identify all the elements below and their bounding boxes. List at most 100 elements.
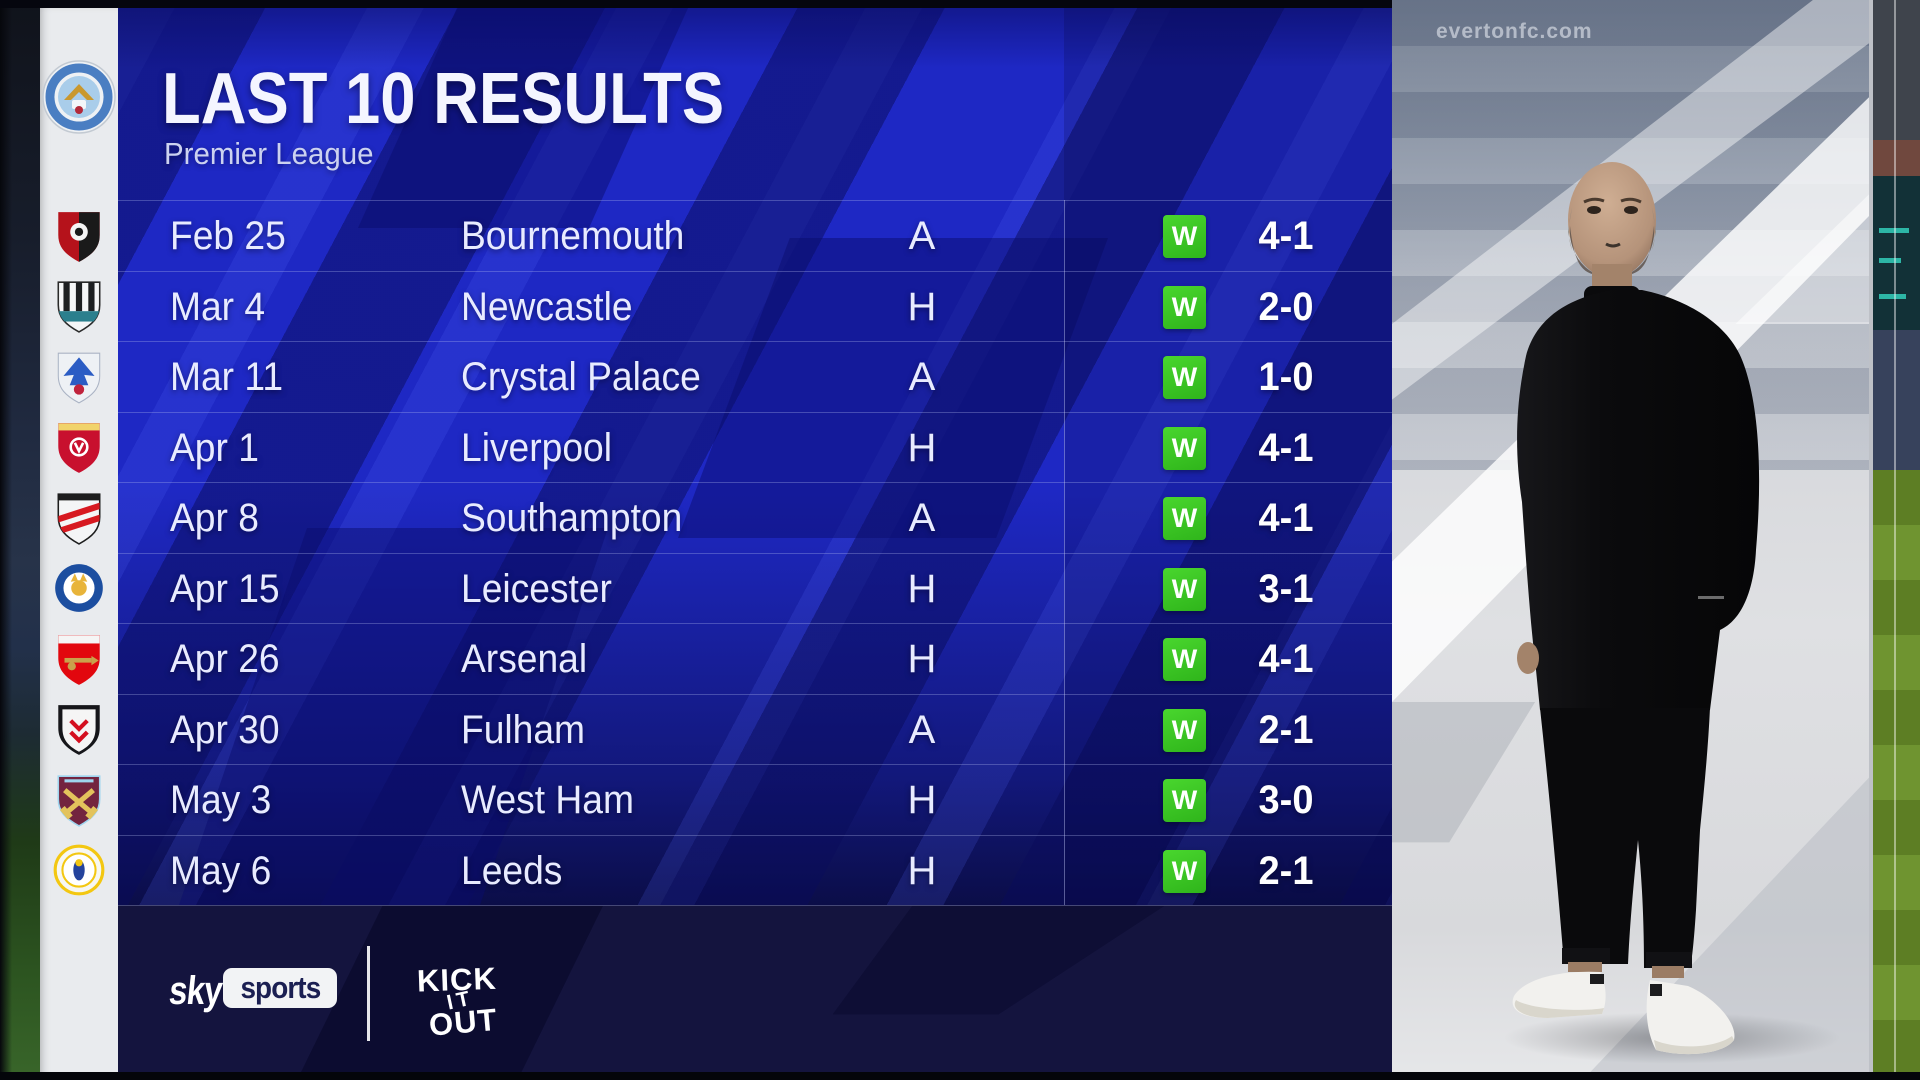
competition-subtitle: Premier League [164,136,374,171]
opponent-badge-fulham [50,700,108,758]
match-score: 1-0 [1258,355,1314,399]
badge-newcastle-icon [57,281,101,333]
win-badge: W [1163,215,1206,258]
head [1568,162,1656,278]
column-divider-line [1064,200,1065,905]
club-badge-rail [40,8,119,1080]
badge-west-ham-icon [57,774,101,827]
pitch-edge-line [1894,0,1896,1080]
win-badge: W [1163,426,1206,470]
opponent-badge-leicester [50,559,108,617]
match-date: Apr 26 [170,637,280,681]
manchester-city-badge-icon [42,60,116,139]
sky-sports-logo-text: sports [240,970,321,1005]
opponent-badge-arsenal [50,630,108,688]
logo-divider-line [367,946,370,1041]
venue-home-away: A [908,214,936,258]
opponent-name: Southampton [461,496,683,540]
frame-edge-top [0,0,1392,8]
kick-it-out-logo: KICK IT OUT [382,927,539,1075]
venue-home-away: H [907,284,937,329]
result-row: Apr 15 Leicester H W 3-1 [118,552,1394,625]
badge-crystal-palace-icon [57,352,101,403]
result-row: Apr 1 Liverpool H W 4-1 [118,411,1394,484]
match-score: 3-0 [1258,778,1314,822]
match-score: 4-1 [1258,637,1314,681]
result-row: May 3 West Ham H W 3-0 [118,764,1394,836]
badge-bournemouth-icon [58,211,100,262]
opponent-badge-bournemouth [50,207,108,265]
venue-home-away: A [908,707,936,752]
manager-photo [1472,148,1822,1078]
match-score: 2-0 [1258,284,1314,329]
venue-home-away: H [907,778,937,822]
match-date: Apr 8 [170,496,259,540]
result-row: Apr 26 Arsenal H W 4-1 [118,623,1394,695]
opponent-name: Leicester [461,566,612,611]
match-score: 3-1 [1258,566,1314,611]
win-badge: W [1163,356,1206,399]
result-row: Mar 11 Crystal Palace A W 1-0 [118,341,1394,413]
stadium-video-edge-left [0,0,40,1080]
win-badge: W [1163,638,1206,681]
opponent-badge-west-ham [50,771,108,829]
pitch-sliver [1873,470,1920,1080]
result-row: Apr 8 Southampton A W 4-1 [118,482,1394,554]
match-date: Apr 15 [170,566,280,611]
badge-leicester-icon [55,564,103,612]
win-badge: W [1163,497,1206,540]
match-date: Mar 11 [170,355,284,399]
shoe-right [1646,980,1735,1055]
match-score: 4-1 [1258,496,1314,540]
photo-watermark: evertonfc.com [1436,20,1593,43]
badge-leeds-icon [53,844,105,896]
badge-liverpool-icon [58,423,100,473]
trousers [1540,708,1710,968]
opponent-name: Leeds [461,848,563,893]
sky-sports-logo-box: sports [223,968,337,1008]
opponent-name: Crystal Palace [461,355,701,399]
opponent-badge-newcastle [50,277,108,335]
opponent-badge-liverpool [50,418,108,476]
opponent-name: West Ham [461,778,634,822]
scoreboard-text-dash [1879,294,1906,299]
manager-photo-panel: evertonfc.com [1392,0,1869,1080]
opponent-badge-leeds [50,841,108,899]
scoreboard-sliver [1873,176,1920,330]
score-column-tint [1064,8,1394,905]
venue-home-away: A [908,355,936,399]
opponent-badge-southampton [50,489,108,547]
badge-southampton-icon [57,492,101,545]
match-score: 4-1 [1258,425,1314,470]
photo-edge-line [1869,0,1873,1080]
opponent-name: Liverpool [461,425,612,470]
opponent-badge-crystal-palace [50,348,108,406]
stadium-red-roof-sliver [1873,140,1920,176]
results-panel: LAST 10 RESULTS Premier League Feb 25 Bo… [118,8,1394,1080]
opponent-name: Fulham [461,707,586,752]
venue-home-away: H [907,637,937,681]
stadium-roof-sliver [1873,0,1920,140]
badge-arsenal-icon [58,634,100,685]
win-badge: W [1163,779,1206,822]
shoe-left [1512,971,1606,1018]
match-score: 4-1 [1258,214,1314,258]
footer-chevron [832,906,1165,1015]
scoreboard-text-dash [1879,258,1901,263]
result-row: May 6 Leeds H W 2-1 [118,834,1394,907]
result-row: Apr 30 Fulham A W 2-1 [118,693,1394,766]
venue-home-away: H [907,566,937,611]
win-badge: W [1163,849,1206,893]
match-score: 2-1 [1258,707,1314,752]
opponent-name: Arsenal [461,637,588,681]
background-pattern [118,8,1394,1080]
win-badge: W [1163,708,1206,752]
frame-edge-bottom [0,1072,1920,1080]
match-date: May 3 [170,778,272,822]
result-row: Mar 4 Newcastle H W 2-0 [118,270,1394,343]
opponent-name: Bournemouth [461,214,685,258]
match-date: May 6 [170,848,272,893]
result-row: Feb 25 Bournemouth A W 4-1 [118,200,1394,272]
venue-home-away: H [907,425,937,470]
